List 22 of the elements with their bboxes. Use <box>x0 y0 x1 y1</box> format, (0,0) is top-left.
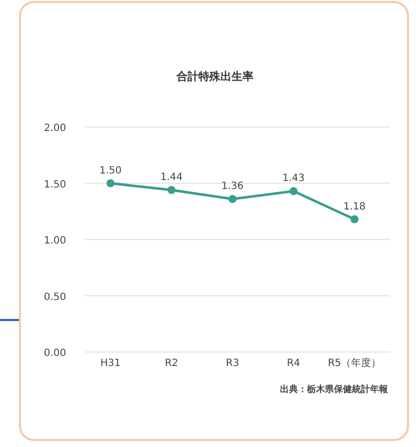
data-label: 1.44 <box>160 172 183 183</box>
point <box>290 187 298 196</box>
chart-title: 合計特殊出生率 <box>176 70 254 83</box>
point <box>168 186 176 194</box>
y-tick-label: 0.50 <box>44 292 66 303</box>
data-label: 1.18 <box>343 201 366 212</box>
data-label: 1.43 <box>282 173 305 184</box>
data-label: 1.50 <box>99 165 122 176</box>
y-tick-label: 1.50 <box>44 179 66 190</box>
y-tick-label: 2.00 <box>44 123 66 134</box>
point <box>350 215 358 224</box>
x-tick-label: R3 <box>226 358 240 369</box>
point <box>228 195 236 203</box>
x-tick-label: R5（年度） <box>328 357 382 369</box>
source-note: 出典：栃木県保健統計年報 <box>280 384 389 395</box>
x-tick-label: H31 <box>100 358 121 369</box>
point <box>106 179 114 188</box>
x-tick-label: R4 <box>286 358 300 369</box>
y-tick-label: 1.00 <box>44 236 66 246</box>
x-tick-label: R2 <box>164 358 178 369</box>
data-label: 1.36 <box>221 181 244 192</box>
y-tick-label: 0.00 <box>44 348 66 359</box>
